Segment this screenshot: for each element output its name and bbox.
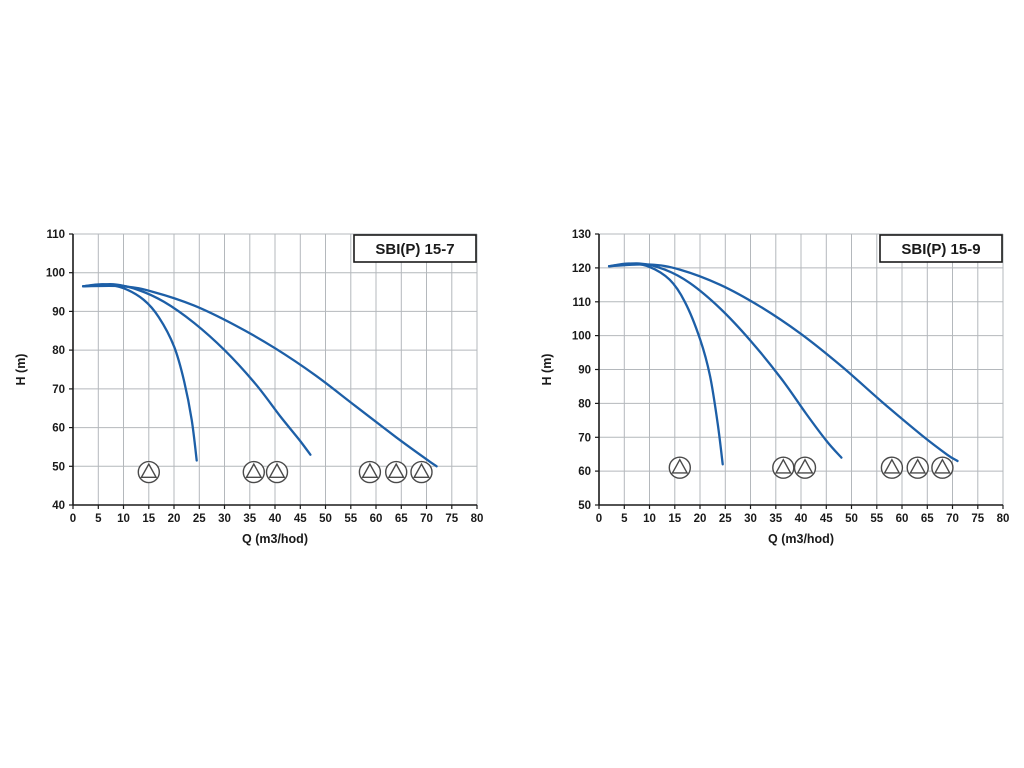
pump-icon [242,460,266,484]
x-tick-label: 35 [769,513,782,525]
pump-icon [880,456,904,479]
x-tick-label: 30 [744,513,757,525]
y-tick-label: 80 [578,398,591,410]
chart-panel-sbi-p-15-7: 0 5 10 15 20 25 30 35 40 45 50 55 60 65 70 75 80 40 50 60 70… [9,222,489,559]
x-tick-label: 75 [445,513,458,525]
y-tick-label: 110 [572,297,591,309]
pump-icon [385,460,408,484]
x-tick-label: 80 [471,513,484,525]
pump-icon [137,460,161,484]
pump-icon [772,456,795,479]
pump-curve-chart-svg: 0 5 10 15 20 25 30 35 40 45 50 55 60 65 70 75 80 40 50 60 70… [9,222,489,554]
x-tick-label: 50 [845,513,858,525]
x-tick-label: 20 [694,513,707,525]
x-tick-label: 30 [218,513,231,525]
x-tick-label: 40 [795,513,808,525]
x-tick-label: 10 [643,513,656,525]
chart-title: SBI(P) 15-9 [901,241,980,258]
x-tick-label: 10 [117,513,130,525]
x-tick-label: 20 [168,513,181,525]
y-tick-label: 40 [52,500,65,512]
y-tick-label: 100 [572,331,591,343]
x-tick-label: 65 [395,513,408,525]
y-tick-label: 70 [52,384,65,396]
pump-curve-chart-svg: 0 5 10 15 20 25 30 35 40 45 50 55 60 65 70 75 80 50 60 70 80… [535,222,1015,554]
pump-curves [81,283,438,468]
pump-curves [607,262,959,466]
tick-marks [69,233,478,509]
y-tick-labels: 40 50 60 70 80 90 100 110 [46,229,65,512]
y-tick-label: 50 [52,461,65,473]
y-tick-labels: 50 60 70 80 90 100 110 120 130 [572,229,591,512]
x-tick-label: 15 [142,513,155,525]
x-tick-label: 50 [319,513,332,525]
x-tick-label: 45 [820,513,833,525]
y-tick-label: 90 [578,365,591,377]
x-tick-labels: 0 5 10 15 20 25 30 35 40 45 50 55 60 65 70 75 80 [70,513,484,525]
tick-marks [595,233,1004,509]
pump-icon [265,460,289,484]
chart-background [9,222,489,554]
x-tick-label: 80 [997,513,1010,525]
x-tick-label: 70 [946,513,959,525]
pump-icons [137,460,433,484]
x-tick-labels: 0 5 10 15 20 25 30 35 40 45 50 55 60 65 70 75 80 [596,513,1010,525]
x-tick-label: 0 [596,513,602,525]
x-tick-label: 25 [193,513,206,525]
y-axis-label: H (m) [540,354,554,386]
x-tick-label: 40 [269,513,282,525]
x-tick-label: 15 [668,513,681,525]
x-tick-label: 75 [971,513,984,525]
x-axis-label: Q (m3/hod) [768,532,834,546]
y-axis-label: H (m) [14,354,28,386]
x-tick-label: 0 [70,513,76,525]
chart-title-box: SBI(P) 15-7 [353,234,477,263]
chart-background [535,222,1015,554]
x-axis-label: Q (m3/hod) [242,532,308,546]
charts-row: 0 5 10 15 20 25 30 35 40 45 50 55 60 65 70 75 80 40 50 60 70… [0,222,1024,559]
x-tick-label: 5 [95,513,102,525]
x-tick-label: 5 [621,513,628,525]
y-tick-label: 120 [572,263,591,275]
y-tick-label: 130 [572,229,591,241]
x-tick-label: 65 [921,513,934,525]
x-tick-label: 55 [870,513,883,525]
plot-grid [72,233,478,506]
x-tick-label: 35 [243,513,256,525]
pump-icon [906,456,929,479]
y-tick-label: 70 [578,432,591,444]
x-tick-label: 45 [294,513,307,525]
y-tick-label: 110 [46,229,65,241]
y-tick-label: 90 [52,306,65,318]
x-tick-label: 70 [420,513,433,525]
pump-icon [931,456,954,479]
y-tick-label: 60 [52,423,65,435]
y-tick-label: 80 [52,345,65,357]
y-tick-label: 100 [46,268,65,280]
chart-title: SBI(P) 15-7 [375,241,454,258]
pump-icon [358,460,382,484]
pump-icon [410,460,433,484]
chart-title-box: SBI(P) 15-9 [879,234,1003,263]
pump-curve-3-pumps [607,263,959,463]
y-tick-label: 60 [578,466,591,478]
pump-icon [668,456,692,479]
x-tick-label: 55 [344,513,357,525]
chart-panel-sbi-p-15-9: 0 5 10 15 20 25 30 35 40 45 50 55 60 65 70 75 80 50 60 70 80… [535,222,1015,559]
pump-curve-3-pumps [81,284,438,468]
x-tick-label: 25 [719,513,732,525]
pump-icons [668,456,954,479]
pump-icon [793,456,817,479]
x-tick-label: 60 [896,513,909,525]
y-tick-label: 50 [578,500,591,512]
x-tick-label: 60 [370,513,383,525]
